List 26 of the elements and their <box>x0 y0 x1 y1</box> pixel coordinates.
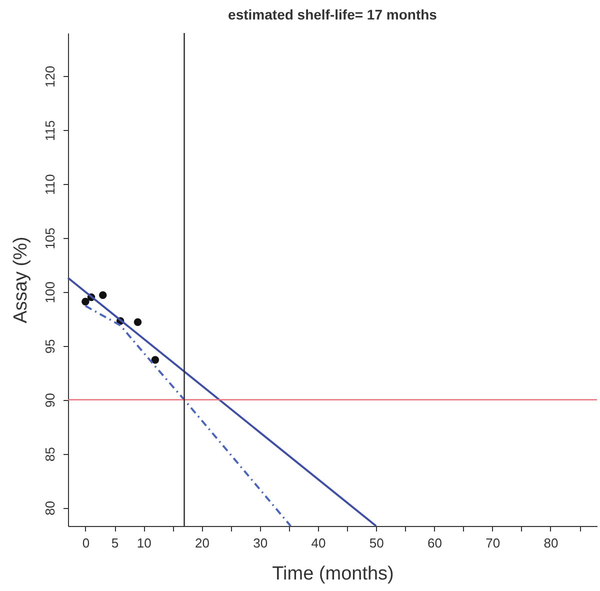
x-tick-label: 80 <box>544 536 558 550</box>
point <box>151 356 160 364</box>
x-tick-label: 10 <box>136 536 152 550</box>
x-tick-label: 50 <box>369 536 384 550</box>
y-tick-label: 105 <box>42 228 58 250</box>
x-tick-label: 5 <box>111 536 119 550</box>
y-tick-label: 80 <box>42 500 58 516</box>
x-axis-title: Time (months) <box>272 564 394 584</box>
x-tick-label: 20 <box>194 536 210 550</box>
y-tick-label: 85 <box>42 446 58 462</box>
point <box>99 291 107 300</box>
x-tick-label: 60 <box>427 536 442 550</box>
y-axis-title: Assay (%) <box>10 236 32 324</box>
x-tick-label: 30 <box>253 536 268 550</box>
y-tick-label: 90 <box>42 393 58 408</box>
y-tick-label: 100 <box>42 282 58 304</box>
chart-title: estimated shelf-life= 17 months <box>228 6 438 22</box>
y-tick-label: 120 <box>42 66 58 88</box>
y-tick-label: 115 <box>42 120 58 141</box>
x-tick-label: 0 <box>82 536 90 550</box>
y-tick-label: 110 <box>42 174 58 195</box>
y-tick-label: 95 <box>42 339 58 354</box>
point <box>82 298 90 306</box>
x-tick-label: 70 <box>486 536 500 550</box>
point <box>134 318 142 326</box>
x-tick-label: 40 <box>311 536 326 550</box>
